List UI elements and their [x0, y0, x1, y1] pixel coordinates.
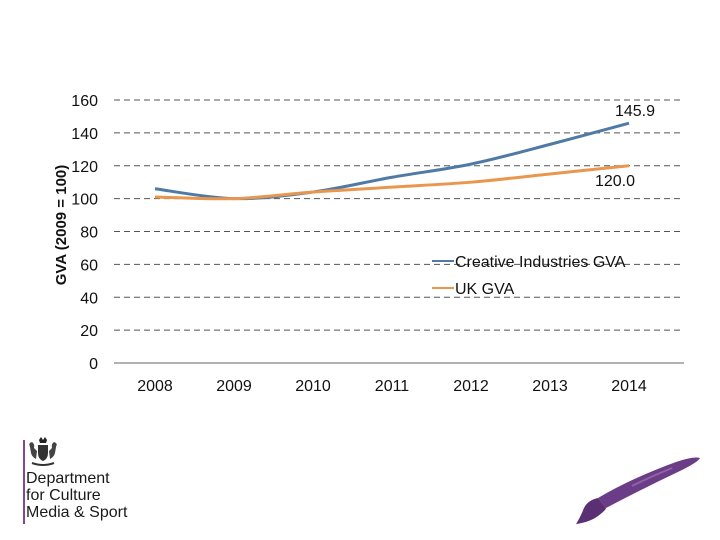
paintbrush-icon [576, 457, 700, 524]
y-tick-label: 40 [80, 290, 98, 307]
data-label: 120.0 [595, 173, 635, 190]
y-tick-label: 160 [71, 93, 98, 110]
x-tick-label: 2011 [375, 378, 410, 395]
y-axis-ticks: 0 20 40 60 80 100 120 140 160 [71, 93, 98, 373]
x-tick-label: 2010 [295, 378, 331, 395]
gridlines [114, 99, 684, 331]
series-lines [154, 121, 630, 201]
y-tick-label: 140 [71, 126, 98, 143]
x-tick-label: 2013 [532, 378, 568, 395]
y-tick-label: 20 [80, 323, 98, 340]
y-tick-label: 100 [71, 192, 98, 209]
y-tick-label: 60 [80, 257, 98, 274]
department-logo-text: Department for Culture Media & Sport [26, 470, 176, 521]
data-label: 145.9 [615, 103, 655, 120]
y-axis-label: GVA (2009 = 100) [53, 165, 70, 285]
logo-line-3: Media & Sport [26, 504, 128, 521]
data-labels: 145.9 120.0 [595, 103, 655, 190]
x-tick-label: 2009 [216, 378, 252, 395]
royal-coat-of-arms-icon [29, 437, 57, 466]
x-tick-label: 2008 [137, 378, 173, 395]
y-tick-label: 0 [89, 356, 98, 373]
y-tick-label: 80 [80, 225, 98, 242]
legend-label: UK GVA [455, 281, 515, 298]
legend: Creative Industries GVA UK GVA [432, 254, 626, 298]
x-tick-label: 2014 [611, 378, 647, 395]
logo-accent-bar [23, 440, 25, 524]
logo-line-1: Department [26, 470, 110, 487]
x-tick-label: 2012 [453, 378, 489, 395]
legend-label: Creative Industries GVA [455, 254, 626, 271]
x-axis-ticks: 2008 2009 2010 2011 2012 2013 2014 [137, 378, 647, 395]
series-line-1 [154, 164, 630, 201]
y-tick-label: 120 [71, 159, 98, 176]
logo-line-2: for Culture [26, 487, 101, 504]
